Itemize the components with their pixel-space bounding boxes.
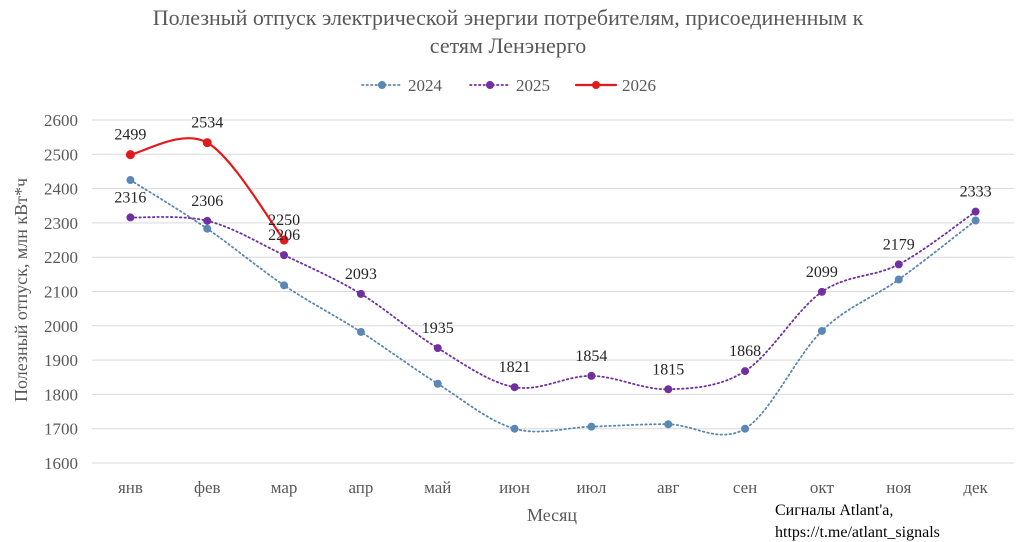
data-label-2025: 1935 <box>422 320 454 337</box>
credit-line-1: Сигналы Atlant'a, <box>775 502 893 519</box>
x-tick-label: мар <box>271 478 298 497</box>
y-tick-label: 1700 <box>44 420 78 439</box>
point-2026 <box>125 150 135 160</box>
data-label-2025: 1815 <box>652 361 684 378</box>
legend-label-2026: 2026 <box>622 76 656 95</box>
x-tick-label: июл <box>576 478 606 497</box>
point-2024 <box>356 327 365 336</box>
point-2025 <box>356 289 365 298</box>
x-tick-label: фев <box>194 478 221 497</box>
data-label-2025: 1821 <box>499 359 531 376</box>
point-2025 <box>741 367 750 376</box>
point-2024 <box>587 422 596 431</box>
point-2024 <box>971 216 980 225</box>
legend-label-2024: 2024 <box>408 76 443 95</box>
y-tick-label: 1900 <box>44 351 78 370</box>
data-label-2025: 2093 <box>345 266 377 283</box>
series-line-2025 <box>129 210 977 391</box>
x-tick-label: янв <box>118 478 143 497</box>
point-2024 <box>280 281 289 290</box>
point-2024 <box>664 420 673 429</box>
data-label-2025: 1854 <box>575 348 607 365</box>
data-label-2025: 2306 <box>191 193 223 210</box>
point-2024 <box>817 326 826 335</box>
point-2025 <box>587 371 596 380</box>
point-2024 <box>741 424 750 433</box>
x-tick-label: сен <box>733 478 757 497</box>
data-label-2026: 2499 <box>114 127 146 144</box>
y-axis-label: Полезный отпуск, млн кВт*ч <box>11 178 31 402</box>
x-tick-label: авг <box>657 478 680 497</box>
y-axis-ticks: 1600 1700 1800 1900 2000 2100 2200 2300 2400 2500… <box>44 111 78 473</box>
gridlines <box>92 119 1014 464</box>
point-2025 <box>971 207 980 216</box>
data-label-2026: 2534 <box>191 115 223 132</box>
point-2025 <box>280 251 289 260</box>
point-2024 <box>126 176 135 185</box>
point-2026 <box>279 235 289 245</box>
x-tick-label: май <box>424 478 451 497</box>
x-axis-label: Месяц <box>527 505 577 525</box>
credit-line-2: https://t.me/atlant_signals <box>775 524 940 541</box>
data-label-2026: 2250 <box>268 212 300 229</box>
data-label-2025: 2316 <box>114 189 146 206</box>
point-2025 <box>817 287 826 296</box>
series-line-2024 <box>129 179 977 436</box>
point-2025 <box>433 344 442 353</box>
data-label-2025: 2206 <box>268 227 300 244</box>
point-2025 <box>510 383 519 392</box>
point-2024 <box>510 424 519 433</box>
y-tick-label: 2300 <box>44 214 78 233</box>
point-2024 <box>203 224 212 233</box>
data-label-2025: 2099 <box>806 264 838 281</box>
y-tick-label: 1600 <box>44 454 78 473</box>
point-2024 <box>894 275 903 284</box>
series-lines <box>125 137 980 436</box>
data-label-2025: 2179 <box>883 236 915 253</box>
data-label-2025: 2333 <box>960 184 992 201</box>
y-tick-label: 2600 <box>44 111 78 130</box>
data-labels: 2316 2306 2206 2093 1935 1821 1854 1815 1868 2099… <box>114 115 991 379</box>
chart-title-line-1: Полезный отпуск электрической энергии по… <box>153 5 864 30</box>
point-2024 <box>433 379 442 388</box>
x-tick-label: окт <box>810 478 835 497</box>
point-2025 <box>894 260 903 269</box>
x-tick-label: апр <box>348 478 373 497</box>
x-tick-label: июн <box>499 478 530 497</box>
legend: 2024 2025 2026 <box>361 76 656 95</box>
point-2025 <box>664 385 673 394</box>
y-tick-label: 2400 <box>44 180 78 199</box>
data-label-2025: 1868 <box>729 343 761 360</box>
point-2025 <box>203 216 212 225</box>
x-tick-label: ноя <box>886 478 911 497</box>
y-tick-label: 2500 <box>44 145 78 164</box>
legend-marker-2026 <box>592 81 600 89</box>
y-tick-label: 1800 <box>44 385 78 404</box>
y-tick-label: 2100 <box>44 283 78 302</box>
x-axis-ticks: янв фев мар апр май июн июл авг сен окт ноя дек <box>118 478 989 497</box>
legend-label-2025: 2025 <box>516 76 550 95</box>
x-tick-label: дек <box>963 478 988 497</box>
y-tick-label: 2200 <box>44 248 78 267</box>
chart-title-line-2: сетям Ленэнерго <box>430 33 586 58</box>
point-2025 <box>126 213 135 222</box>
legend-marker-2024 <box>378 81 386 89</box>
y-tick-label: 2000 <box>44 317 78 336</box>
point-2026 <box>202 138 212 148</box>
legend-marker-2025 <box>486 81 494 89</box>
